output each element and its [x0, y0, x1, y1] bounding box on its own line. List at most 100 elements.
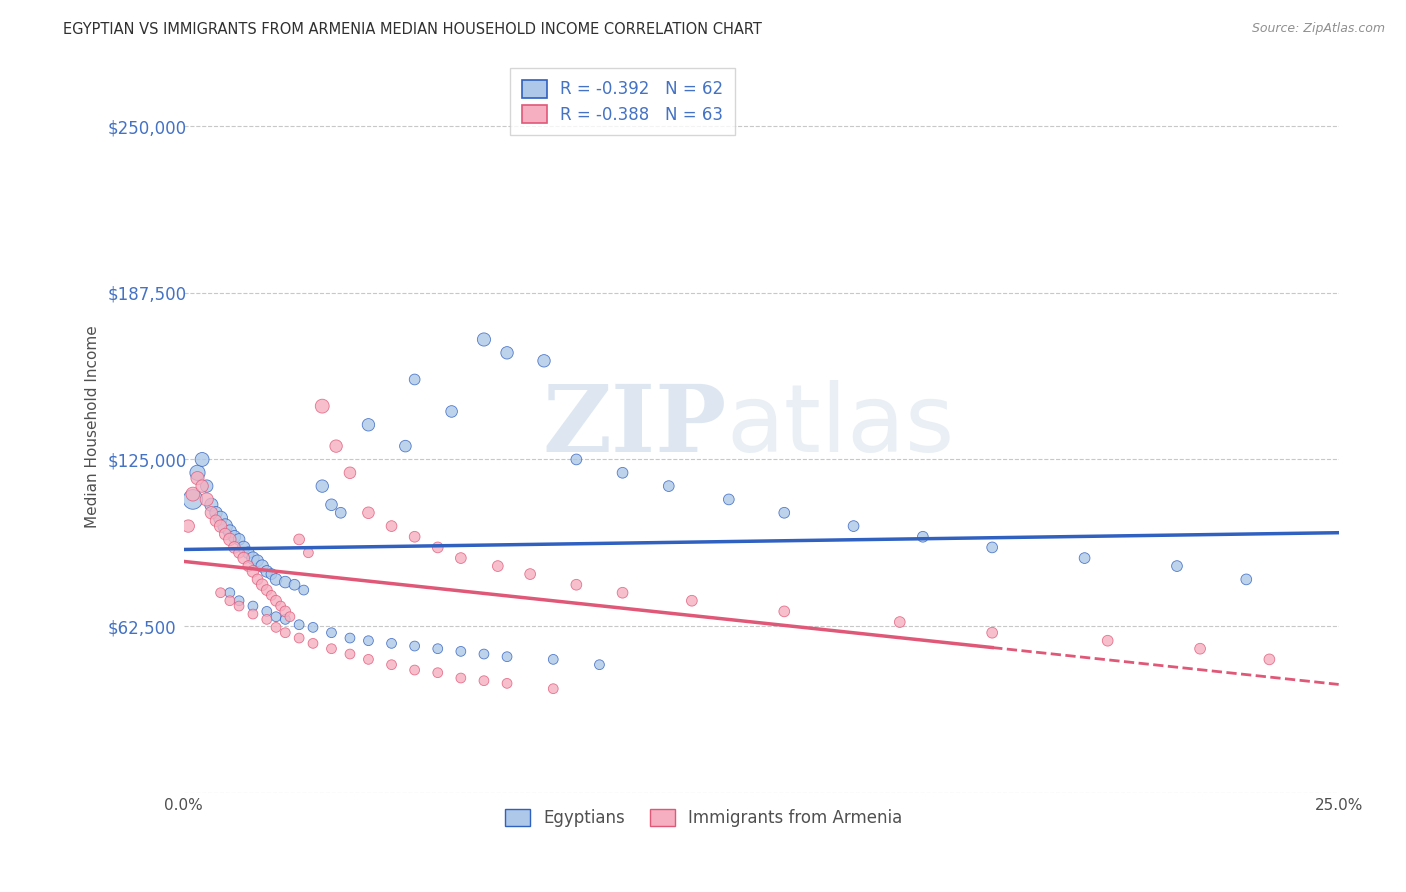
Text: Source: ZipAtlas.com: Source: ZipAtlas.com — [1251, 22, 1385, 36]
Point — [658, 479, 681, 493]
Point — [541, 681, 564, 696]
Point — [496, 346, 519, 360]
Point — [541, 652, 564, 666]
Point — [186, 466, 208, 480]
Point — [472, 333, 495, 347]
Point — [228, 599, 250, 613]
Point — [186, 471, 208, 485]
Point — [773, 506, 796, 520]
Point — [288, 631, 311, 645]
Point — [264, 573, 287, 587]
Point — [911, 530, 934, 544]
Point — [472, 647, 495, 661]
Point — [357, 417, 380, 432]
Point — [1073, 551, 1095, 566]
Point — [842, 519, 865, 533]
Point — [588, 657, 610, 672]
Point — [450, 644, 472, 658]
Point — [224, 541, 246, 555]
Point — [264, 620, 287, 634]
Point — [288, 617, 311, 632]
Point — [404, 372, 426, 386]
Point — [232, 551, 254, 566]
Point — [357, 652, 380, 666]
Point — [380, 519, 402, 533]
Point — [889, 615, 911, 629]
Point — [717, 492, 740, 507]
Point — [404, 663, 426, 677]
Point — [1189, 641, 1212, 656]
Point — [218, 585, 240, 599]
Point — [1097, 633, 1119, 648]
Point — [450, 551, 472, 566]
Point — [533, 354, 555, 368]
Point — [242, 551, 264, 566]
Point — [191, 452, 214, 467]
Point — [214, 519, 236, 533]
Point — [256, 583, 278, 598]
Point — [218, 533, 240, 547]
Point — [264, 593, 287, 607]
Point — [440, 404, 463, 418]
Point — [321, 498, 343, 512]
Point — [472, 673, 495, 688]
Point — [242, 607, 264, 621]
Point — [302, 636, 325, 650]
Point — [380, 636, 402, 650]
Point — [565, 452, 588, 467]
Point — [274, 612, 297, 626]
Point — [773, 604, 796, 618]
Point — [426, 541, 449, 555]
Point — [278, 609, 301, 624]
Point — [288, 533, 311, 547]
Legend: Egyptians, Immigrants from Armenia: Egyptians, Immigrants from Armenia — [496, 801, 911, 836]
Point — [486, 559, 509, 574]
Point — [681, 593, 703, 607]
Point — [357, 506, 380, 520]
Point — [274, 625, 297, 640]
Point — [181, 487, 204, 501]
Point — [250, 578, 273, 592]
Point — [292, 583, 315, 598]
Point — [209, 511, 232, 525]
Point — [246, 554, 269, 568]
Point — [339, 647, 361, 661]
Point — [177, 519, 200, 533]
Point — [283, 578, 305, 592]
Point — [191, 479, 214, 493]
Point — [238, 559, 260, 574]
Point — [321, 641, 343, 656]
Point — [205, 514, 228, 528]
Point — [242, 599, 264, 613]
Point — [264, 609, 287, 624]
Point — [394, 439, 416, 453]
Point — [246, 573, 269, 587]
Point — [519, 567, 541, 582]
Point — [242, 565, 264, 579]
Point — [565, 578, 588, 592]
Point — [205, 506, 228, 520]
Point — [181, 492, 204, 507]
Point — [339, 466, 361, 480]
Point — [218, 593, 240, 607]
Point — [270, 599, 292, 613]
Point — [228, 593, 250, 607]
Point — [260, 588, 283, 602]
Point — [274, 575, 297, 590]
Point — [297, 546, 319, 560]
Point — [302, 620, 325, 634]
Point — [339, 631, 361, 645]
Point — [426, 641, 449, 656]
Point — [311, 479, 333, 493]
Text: ZIP: ZIP — [543, 381, 727, 471]
Point — [404, 530, 426, 544]
Point — [214, 527, 236, 541]
Point — [311, 399, 333, 413]
Point — [612, 466, 634, 480]
Point — [612, 585, 634, 599]
Point — [329, 506, 352, 520]
Point — [321, 625, 343, 640]
Point — [981, 541, 1004, 555]
Point — [256, 612, 278, 626]
Point — [404, 639, 426, 653]
